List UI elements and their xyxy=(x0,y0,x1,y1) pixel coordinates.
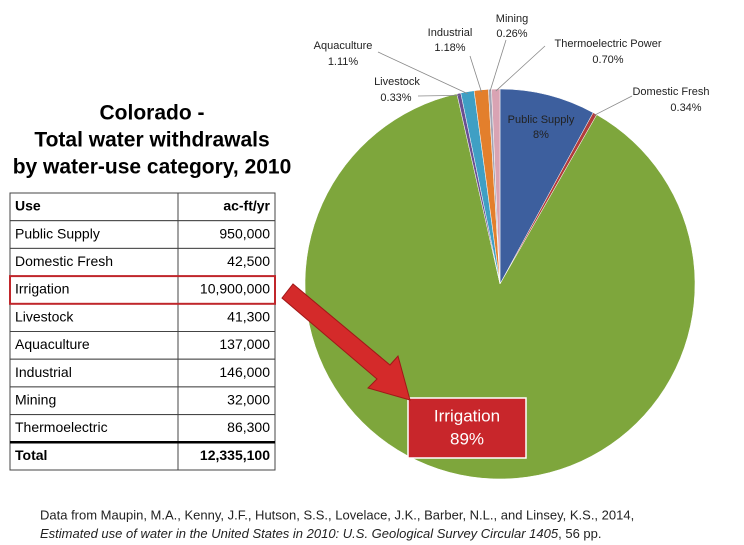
table-cell: 10,900,000 xyxy=(200,281,270,297)
table-row xyxy=(9,303,276,332)
callout-box xyxy=(407,397,527,459)
leader-line xyxy=(417,94,460,97)
value-label: 0.26% xyxy=(496,28,527,40)
table-row xyxy=(9,192,276,222)
slice-label: Aquaculture xyxy=(314,40,373,52)
table-cell: Industrial xyxy=(15,364,72,380)
table-row xyxy=(9,386,276,416)
table-row xyxy=(9,441,276,471)
table-cell: 950,000 xyxy=(219,225,270,241)
table-cell: Livestock xyxy=(15,308,74,324)
value-label: 89% xyxy=(450,429,484,448)
table-cell: Domestic Fresh xyxy=(15,253,113,269)
table-cell: Irrigation xyxy=(15,281,69,297)
title-line: by water-use category, 2010 xyxy=(13,156,292,179)
table-cell: Thermoelectric xyxy=(15,419,108,435)
table-row xyxy=(9,247,276,277)
value-label: 8% xyxy=(533,129,549,141)
slice-label: Domestic Fresh xyxy=(632,86,709,98)
pie-slice xyxy=(491,88,501,285)
table-cell: 86,300 xyxy=(227,419,270,435)
table-cell: 12,335,100 xyxy=(200,447,270,463)
slice-label: Livestock xyxy=(374,76,420,88)
value-label: 1.11% xyxy=(328,56,359,68)
leader-line xyxy=(469,55,482,93)
value-label: 0.34% xyxy=(670,102,701,114)
citation-rest: , 56 pp. xyxy=(558,526,601,541)
arrow xyxy=(281,283,411,401)
table-cell: Mining xyxy=(15,391,56,407)
leader-line xyxy=(593,95,633,116)
table: Use ac-ft/yr Public Supply 950,000 Domestic … xyxy=(9,192,276,471)
leader-line xyxy=(377,51,468,95)
highlight xyxy=(9,275,276,305)
value-label: 0.33% xyxy=(380,92,411,104)
value-label: 1.18% xyxy=(434,42,465,54)
table-cell: ac-ft/yr xyxy=(223,198,270,214)
citation: Data from Maupin, M.A., Kenny, J.F., Hut… xyxy=(40,507,634,522)
leader-line xyxy=(489,39,507,92)
leader-line xyxy=(495,45,546,92)
slice-label: Public Supply xyxy=(508,114,575,126)
table-row xyxy=(9,220,276,249)
title-line: Total water withdrawals xyxy=(34,129,269,152)
table-cell: Use xyxy=(15,198,41,214)
table-cell: 32,000 xyxy=(227,391,270,407)
value-label: 0.70% xyxy=(592,54,623,66)
table-row xyxy=(9,358,276,388)
table-cell: Public Supply xyxy=(15,225,100,241)
title-line: Colorado - xyxy=(100,102,205,125)
citation-italic: Estimated use of water in the United Sta… xyxy=(40,526,559,541)
pie-chart: Public Supply 8% Domestic Fresh 0.34% Irriga… xyxy=(304,13,710,480)
table-cell: Total xyxy=(15,447,47,463)
slice-label: Irrigation xyxy=(434,406,500,425)
slice-label: Thermoelectric Power xyxy=(555,38,662,50)
citation: Estimated use of water in the United Sta… xyxy=(40,526,601,541)
slice-label: Mining xyxy=(496,13,528,25)
table-cell: 42,500 xyxy=(227,253,270,269)
pie-slice xyxy=(499,88,594,285)
table-cell: 41,300 xyxy=(227,308,270,324)
table-cell: 137,000 xyxy=(219,336,270,352)
slice-label: Industrial xyxy=(428,27,473,39)
table-cell: 146,000 xyxy=(219,364,270,380)
table-row xyxy=(9,331,276,360)
table-cell: Aquaculture xyxy=(15,336,90,352)
